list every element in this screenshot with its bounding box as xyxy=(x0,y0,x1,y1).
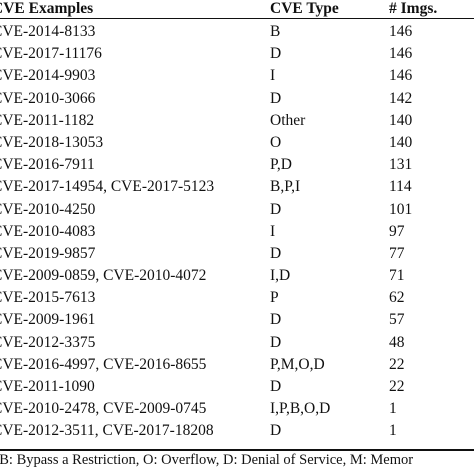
cell-cve-type: D xyxy=(270,422,282,440)
cell-cve-examples: CVE-2019-9857 xyxy=(0,244,96,262)
table-row: CVE-2012-3375 D 48 xyxy=(0,332,474,354)
cell-cve-examples: CVE-2016-7911 xyxy=(0,156,95,174)
cell-cve-type: D xyxy=(270,333,282,351)
cell-cve-type: I,P,B,O,D xyxy=(270,400,331,418)
table-row: CVE-2017-14954, CVE-2017-5123 B,P,I 114 xyxy=(0,176,474,198)
cell-cve-examples: CVE-2012-3375 xyxy=(0,333,96,351)
cell-cve-examples: CVE-2018-13053 xyxy=(0,133,104,151)
cell-num-imgs: 146 xyxy=(389,23,413,40)
cell-cve-examples: CVE-2014-8133 xyxy=(0,23,96,40)
cell-num-imgs: 97 xyxy=(389,222,405,240)
header-cve-examples: CVE Examples xyxy=(0,0,94,17)
table-row: CVE-2011-1090 D 22 xyxy=(0,376,474,398)
cell-num-imgs: 77 xyxy=(389,244,405,262)
cell-cve-type: D xyxy=(270,89,282,107)
cell-num-imgs: 1 xyxy=(389,400,397,418)
cell-cve-type: P,D xyxy=(270,156,292,174)
cell-num-imgs: 57 xyxy=(389,311,405,329)
table-row: CVE-2018-13053 O 140 xyxy=(0,132,474,154)
cell-num-imgs: 114 xyxy=(389,178,412,196)
table-row: CVE-2019-9857 D 77 xyxy=(0,243,474,265)
cell-cve-examples: CVE-2017-14954, CVE-2017-5123 xyxy=(0,178,215,196)
cell-cve-type: P xyxy=(270,289,279,307)
cell-num-imgs: 140 xyxy=(389,111,413,129)
table-row: CVE-2011-1182 Other 140 xyxy=(0,110,474,132)
cell-num-imgs: 101 xyxy=(389,200,413,218)
cell-cve-examples: CVE-2010-4083 xyxy=(0,222,96,240)
header-rule xyxy=(0,18,474,19)
cell-cve-examples: CVE-2009-0859, CVE-2010-4072 xyxy=(0,267,207,285)
cell-num-imgs: 48 xyxy=(389,333,405,351)
cell-num-imgs: 146 xyxy=(389,45,413,63)
cell-cve-type: B xyxy=(270,23,281,40)
cell-cve-examples: CVE-2016-4997, CVE-2016-8655 xyxy=(0,355,207,373)
cell-num-imgs: 62 xyxy=(389,289,405,307)
cell-cve-type: D xyxy=(270,378,282,395)
cell-cve-examples: CVE-2010-2478, CVE-2009-0745 xyxy=(0,400,207,418)
cell-num-imgs: 22 xyxy=(389,355,405,373)
cell-cve-examples: CVE-2011-1182 xyxy=(0,111,95,129)
cell-cve-type: P,M,O,D xyxy=(270,355,325,373)
table-row: CVE-2012-3511, CVE-2017-18208 D 1 xyxy=(0,420,474,442)
cell-cve-examples: CVE-2014-9903 xyxy=(0,67,96,85)
cell-cve-examples: CVE-2009-1961 xyxy=(0,311,96,329)
cell-cve-examples: CVE-2011-1090 xyxy=(0,378,95,395)
table-row: CVE-2009-0859, CVE-2010-4072 I,D 71 xyxy=(0,265,474,287)
cell-cve-type: I xyxy=(270,222,276,240)
cell-cve-type: D xyxy=(270,200,282,218)
cell-cve-type: B,P,I xyxy=(270,178,301,196)
table-row: CVE-2010-4083 I 97 xyxy=(0,221,474,243)
cell-num-imgs: 1 xyxy=(389,422,397,440)
cell-num-imgs: 140 xyxy=(389,133,413,151)
cell-num-imgs: 71 xyxy=(389,267,405,285)
table-row: CVE-2010-2478, CVE-2009-0745 I,P,B,O,D 1 xyxy=(0,398,474,420)
table-row: CVE-2014-8133 B 146 xyxy=(0,21,474,43)
cell-cve-examples: CVE-2015-7613 xyxy=(0,289,96,307)
cell-num-imgs: 146 xyxy=(389,67,413,85)
table-body: CVE-2014-8133 B 146 CVE-2017-11176 D 146 CVE-2… xyxy=(0,21,474,443)
cell-cve-examples: CVE-2017-11176 xyxy=(0,45,102,63)
table-row: CVE-2010-4250 D 101 xyxy=(0,199,474,221)
table-row: CVE-2010-3066 D 142 xyxy=(0,88,474,110)
table-row: CVE-2016-7911 P,D 131 xyxy=(0,154,474,176)
table-row: CVE-2016-4997, CVE-2016-8655 P,M,O,D 22 xyxy=(0,354,474,376)
table-row: CVE-2014-9903 I 146 xyxy=(0,65,474,87)
cell-cve-type: I,D xyxy=(270,267,291,285)
cell-cve-type: D xyxy=(270,244,282,262)
header-cve-type: CVE Type xyxy=(270,0,339,17)
bottom-rule xyxy=(0,449,474,451)
table-footnote: , B: Bypass a Restriction, O: Overflow, … xyxy=(0,452,414,468)
cell-cve-type: I xyxy=(270,67,276,85)
cell-cve-examples: CVE-2012-3511, CVE-2017-18208 xyxy=(0,422,214,440)
header-num-imgs: # Imgs. xyxy=(389,0,438,17)
cell-cve-type: D xyxy=(270,311,282,329)
cell-num-imgs: 131 xyxy=(389,156,413,174)
cell-cve-type: D xyxy=(270,45,282,63)
cell-cve-type: O xyxy=(270,133,282,151)
table-row: CVE-2009-1961 D 57 xyxy=(0,309,474,331)
cell-cve-examples: CVE-2010-3066 xyxy=(0,89,96,107)
table-row: CVE-2015-7613 P 62 xyxy=(0,287,474,309)
cell-num-imgs: 22 xyxy=(389,378,405,395)
table-row: CVE-2017-11176 D 146 xyxy=(0,43,474,65)
cell-cve-type: Other xyxy=(270,111,306,129)
cell-num-imgs: 142 xyxy=(389,89,413,107)
cell-cve-examples: CVE-2010-4250 xyxy=(0,200,96,218)
